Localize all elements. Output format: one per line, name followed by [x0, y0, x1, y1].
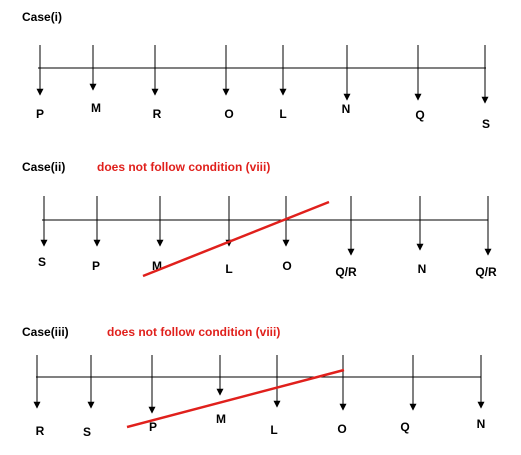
case-note: does not follow condition (viii) — [107, 325, 280, 339]
position-label: N — [418, 262, 427, 276]
position-label: N — [342, 102, 351, 116]
position-label: R — [153, 107, 162, 121]
position-label: R — [36, 424, 45, 438]
case-title: Case(ii) — [22, 160, 65, 174]
position-label: O — [282, 259, 291, 273]
position-label: P — [149, 420, 157, 434]
position-label: Q/R — [475, 265, 497, 279]
position-label: O — [337, 422, 346, 436]
position-label: P — [92, 259, 100, 273]
strike-line — [126, 368, 345, 429]
position-label: L — [270, 423, 277, 437]
position-label: S — [482, 117, 490, 131]
position-label: S — [38, 255, 46, 269]
strike-line — [142, 200, 330, 278]
position-label: S — [83, 425, 91, 439]
position-label: L — [279, 107, 286, 121]
position-label: Q/R — [335, 265, 357, 279]
position-label: N — [477, 417, 486, 431]
position-label: P — [36, 107, 44, 121]
case-title: Case(i) — [22, 10, 62, 24]
case-note: does not follow condition (viii) — [97, 160, 270, 174]
position-label: Q — [415, 108, 424, 122]
position-label: Q — [400, 420, 409, 434]
position-label: M — [152, 259, 162, 273]
position-label: M — [216, 412, 226, 426]
position-label: M — [91, 101, 101, 115]
position-label: L — [225, 262, 232, 276]
case-title: Case(iii) — [22, 325, 69, 339]
position-label: O — [224, 107, 233, 121]
